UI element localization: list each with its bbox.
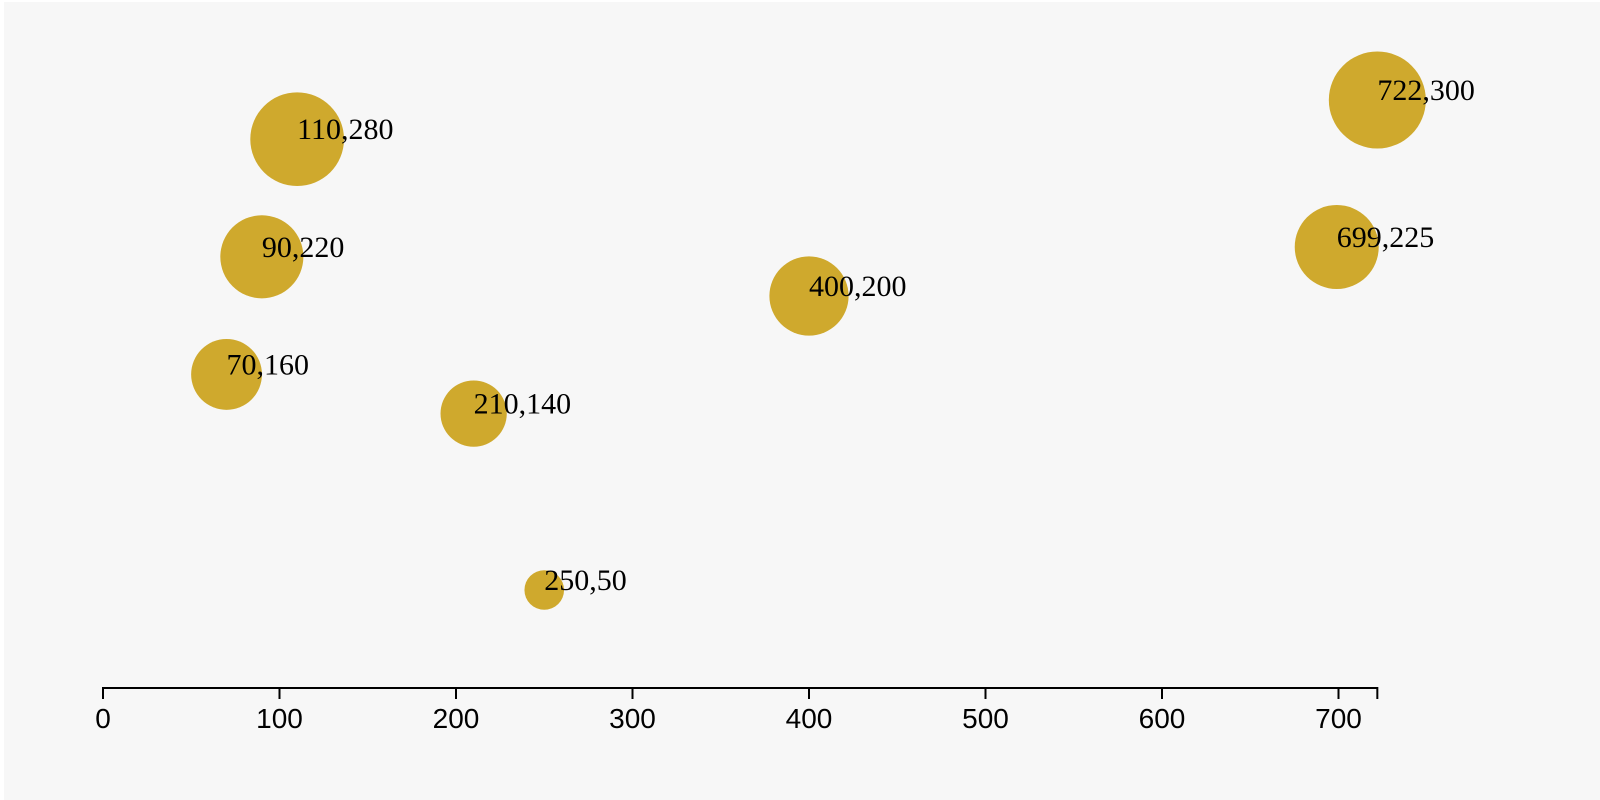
bubble-point-1 — [220, 215, 304, 299]
x-tick-label-4: 400 — [786, 703, 833, 734]
x-tick-label-3: 300 — [609, 703, 656, 734]
bubble-label-1: 90,220 — [262, 231, 345, 264]
x-tick-label-6: 600 — [1139, 703, 1186, 734]
bubble-group — [191, 51, 1426, 610]
bubble-point-7 — [1328, 51, 1426, 149]
bubble-point-3 — [440, 380, 507, 447]
x-tick-label-2: 200 — [433, 703, 480, 734]
bubble-label-0: 110,280 — [297, 113, 393, 146]
x-axis: 0 100 200 300 400 500 600 700 — [95, 687, 1379, 734]
bubble-label-2: 70,160 — [227, 348, 309, 381]
x-tick-label-5: 500 — [962, 703, 1009, 734]
bubble-point-2 — [191, 338, 262, 410]
bubble-point-6 — [1294, 205, 1379, 289]
bubble-label-6: 699,225 — [1337, 221, 1435, 254]
bubble-point-5 — [769, 256, 849, 336]
chart-area: 110,280 90,220 70,160 210,140 250,50 400,200 6… — [4, 2, 1600, 800]
bubble-label-group: 110,280 90,220 70,160 210,140 250,50 400,200 6… — [227, 74, 1475, 597]
x-tick-label-0: 0 — [95, 703, 111, 734]
x-axis-line — [102, 687, 1379, 699]
x-tick-label-1: 100 — [256, 703, 303, 734]
scatter-chart: 110,280 90,220 70,160 210,140 250,50 400,200 6… — [95, 51, 1475, 734]
bubble-label-5: 400,200 — [809, 270, 907, 303]
bubble-point-4 — [524, 570, 565, 610]
bubble-label-4: 250,50 — [544, 564, 627, 597]
bubble-label-3: 210,140 — [474, 388, 572, 421]
bubble-label-7: 722,300 — [1377, 74, 1475, 107]
bubble-point-0 — [250, 92, 345, 187]
x-tick-label-7: 700 — [1315, 703, 1362, 734]
